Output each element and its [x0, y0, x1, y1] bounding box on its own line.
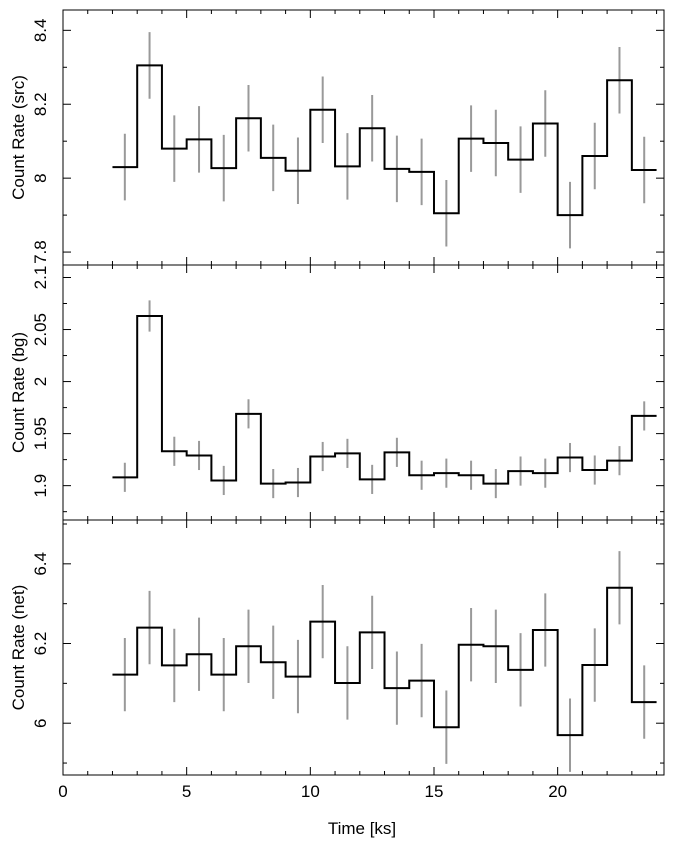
step-series	[112, 586, 657, 737]
x-axis-label: Time [ks]	[328, 819, 396, 838]
y-tick-label: 2	[31, 377, 50, 386]
x-tick-label: 0	[58, 782, 67, 801]
y-tick-label: 2.1	[31, 266, 50, 290]
y-axis-label: Count Rate (bg)	[9, 332, 28, 453]
y-tick-label: 7.8	[31, 240, 50, 264]
x-tick-label: 5	[182, 782, 191, 801]
x-tick-label: 10	[301, 782, 320, 801]
y-tick-label: 1.95	[31, 417, 50, 450]
y-tick-label: 2.05	[31, 313, 50, 346]
panel-frame	[62, 9, 665, 266]
y-tick-label: 1.9	[31, 474, 50, 498]
y-axis-label: Count Rate (src)	[9, 75, 28, 200]
panel-frame	[62, 519, 665, 776]
y-tick-label: 8.4	[31, 19, 50, 43]
y-tick-label: 8	[31, 173, 50, 182]
panel-1: 7.8 8 8.2 8.4 Count Rate (src)	[9, 9, 665, 266]
panel-2: 1.9 1.95 2 2.05 2.1 Count Rate (bg)	[9, 264, 665, 521]
y-tick-label: 6	[31, 718, 50, 727]
x-tick-label: 20	[548, 782, 567, 801]
y-tick-label: 8.2	[31, 92, 50, 116]
y-tick-label: 6.2	[31, 632, 50, 656]
y-tick-label: 6.4	[31, 552, 50, 576]
y-axis-label: Count Rate (net)	[9, 585, 28, 711]
step-series	[112, 315, 657, 485]
panel-frame	[62, 264, 665, 521]
step-series	[112, 64, 657, 217]
x-tick-label: 15	[425, 782, 444, 801]
